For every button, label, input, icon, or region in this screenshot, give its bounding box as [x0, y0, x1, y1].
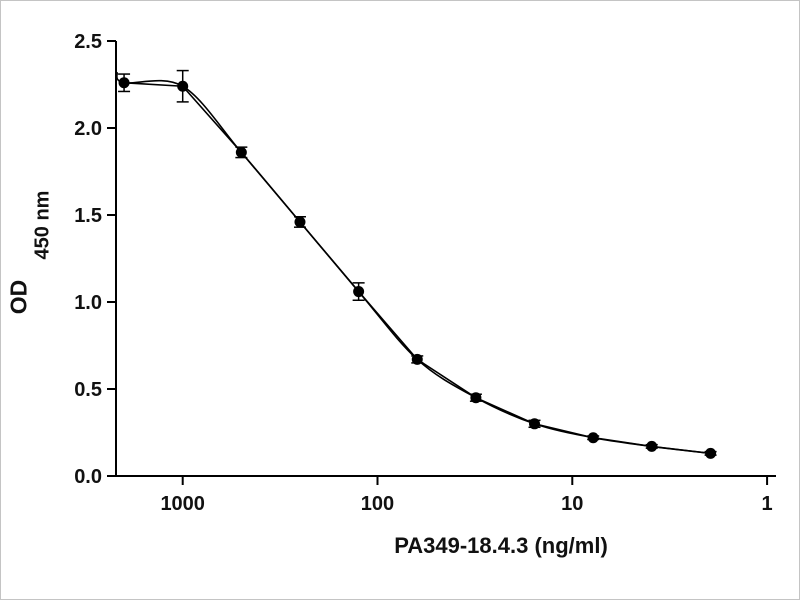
x-tick-label: 1: [762, 493, 773, 515]
error-bars: [118, 69, 717, 456]
x-axis-ticks: 1000 100 10 1: [160, 476, 773, 515]
data-line: [124, 81, 711, 455]
x-tick-label: 10: [561, 493, 583, 515]
data-point-marker: [353, 286, 365, 298]
fit-curve: [116, 71, 711, 455]
axes: [115, 41, 776, 477]
y-axis-label-450nm: 450 nm: [31, 190, 54, 260]
y-tick-label: 1.5: [74, 205, 102, 227]
x-axis-label: PA349-18.4.3 (ng/ml): [394, 533, 608, 558]
y-tick-label: 0.0: [74, 466, 102, 488]
y-tick-label: 1.0: [74, 292, 102, 314]
data-point-marker: [705, 447, 717, 459]
data-point-marker: [118, 77, 130, 89]
data-point-marker: [587, 432, 599, 444]
data-point-marker: [235, 146, 247, 158]
y-tick-label: 0.5: [74, 379, 102, 401]
y-axis-ticks: 0.0 0.5 1.0 1.5 2.0 2.5: [74, 31, 116, 488]
data-points: [118, 77, 717, 459]
data-point-marker: [529, 418, 541, 430]
data-point-marker: [470, 392, 482, 404]
data-point-marker: [411, 353, 423, 365]
y-axis-label-od: OD: [5, 279, 32, 315]
y-tick-label: 2.0: [74, 118, 102, 140]
x-tick-label: 100: [361, 493, 394, 515]
data-point-marker: [177, 80, 189, 92]
y-tick-label: 2.5: [74, 31, 102, 53]
x-tick-label: 1000: [160, 493, 205, 515]
data-point-marker: [294, 216, 306, 228]
data-point-marker: [646, 440, 658, 452]
